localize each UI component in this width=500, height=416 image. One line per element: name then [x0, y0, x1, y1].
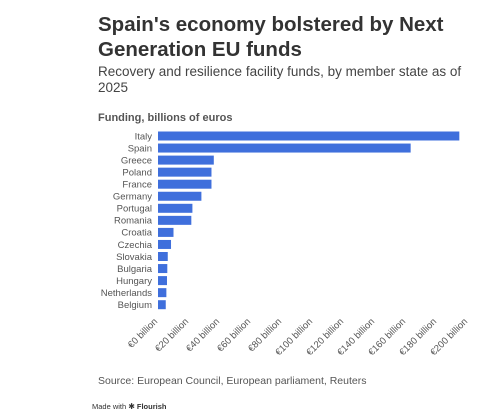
chart-subtitle: Recovery and resilience facility funds, … [98, 64, 462, 95]
category-label-portugal: Portugal [117, 204, 152, 215]
category-label-france: France [122, 180, 152, 191]
bar-croatia[interactable] [158, 227, 174, 237]
category-label-czechia: Czechia [118, 240, 153, 251]
category-label-belgium: Belgium [118, 300, 152, 311]
category-label-hungary: Hungary [116, 276, 152, 287]
category-label-croatia: Croatia [121, 228, 152, 239]
bar-spain[interactable] [158, 143, 411, 153]
category-label-poland: Poland [122, 167, 152, 178]
bar-bulgaria[interactable] [158, 264, 168, 274]
axis-title: Funding, billions of euros [98, 112, 233, 124]
category-label-netherlands: Netherlands [101, 288, 152, 299]
bar-netherlands[interactable] [158, 288, 167, 298]
bar-slovakia[interactable] [158, 252, 168, 261]
bar-italy[interactable] [158, 131, 460, 141]
category-label-romania: Romania [114, 216, 153, 227]
made-with-flourish-link[interactable]: Made with ✱ Flourish [92, 402, 166, 411]
category-label-spain: Spain [128, 143, 152, 154]
bar-czechia[interactable] [158, 239, 172, 249]
made-with-label: Made with [92, 402, 127, 411]
category-label-italy: Italy [135, 131, 153, 142]
category-label-germany: Germany [113, 192, 152, 203]
bar-germany[interactable] [158, 191, 202, 201]
bars-group [158, 131, 460, 310]
bar-belgium[interactable] [158, 300, 166, 310]
bar-romania[interactable] [158, 215, 192, 225]
category-label-bulgaria: Bulgaria [117, 264, 153, 275]
flourish-brand: Flourish [136, 402, 167, 411]
category-label-slovakia: Slovakia [116, 252, 153, 263]
bar-greece[interactable] [158, 155, 214, 165]
bar-poland[interactable] [158, 167, 212, 177]
flourish-star-icon: ✱ [128, 402, 135, 411]
chart-title: Spain's economy bolstered by Next Genera… [98, 13, 444, 61]
bar-hungary[interactable] [158, 276, 167, 286]
x-tick-labels: €0 billion€20 billion€40 billion€60 bill… [126, 316, 470, 358]
bar-france[interactable] [158, 179, 212, 189]
bar-portugal[interactable] [158, 203, 193, 213]
category-label-greece: Greece [121, 155, 152, 166]
source-note: Source: European Council, European parli… [98, 375, 367, 387]
